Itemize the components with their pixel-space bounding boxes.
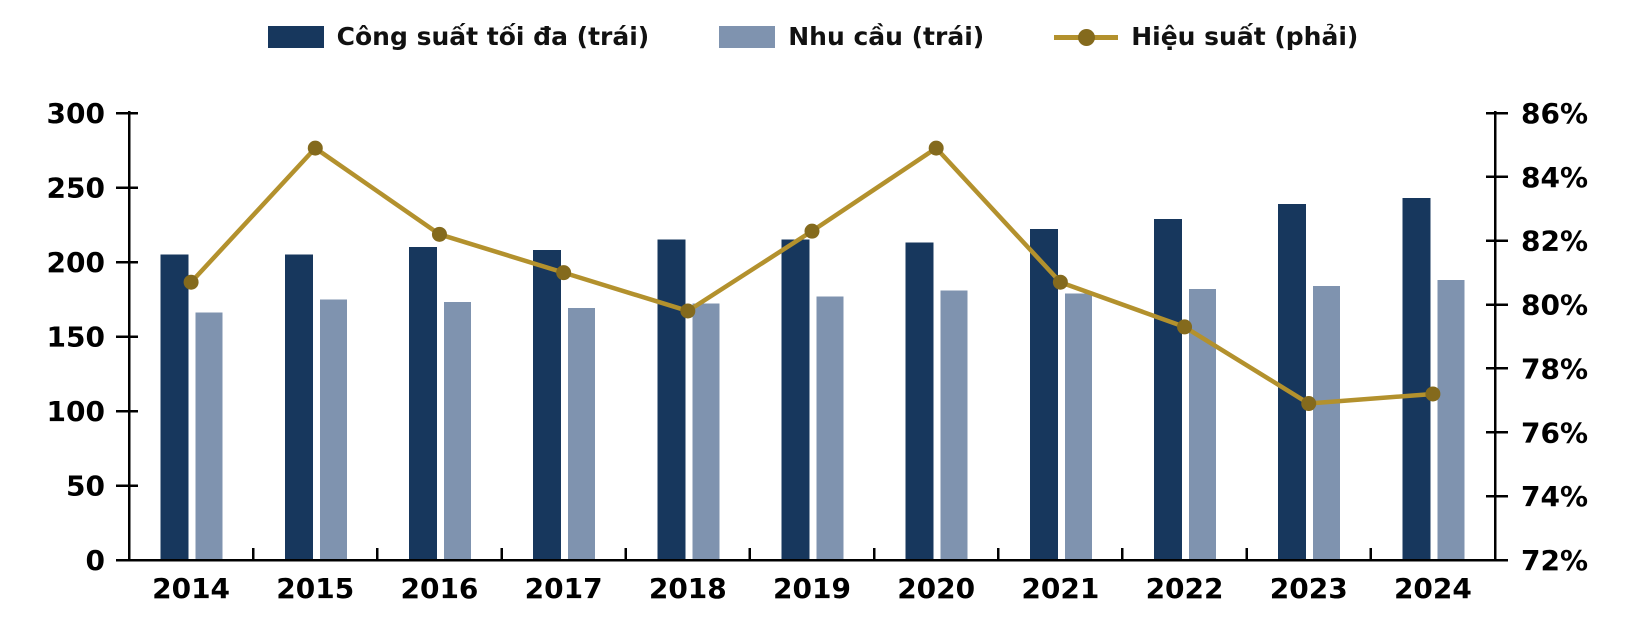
legend-label-demand: Nhu cầu (trái) [788, 22, 985, 51]
demand-bar-2017 [568, 308, 596, 560]
x-axis-year-label: 2017 [525, 572, 603, 605]
demand-swatch-icon [719, 25, 776, 48]
capacity-bar-2015 [284, 254, 313, 561]
demand-bar-2022 [1189, 288, 1217, 560]
capacity-bar-2019 [781, 239, 810, 560]
efficiency-marker-2018 [680, 303, 696, 319]
x-axis-year-label: 2014 [152, 572, 230, 605]
demand-bar-2024 [1437, 279, 1465, 560]
left-axis-tick-label: 0 [86, 544, 105, 577]
efficiency-marker-2022 [1177, 319, 1193, 335]
left-axis-tick-label: 300 [47, 97, 105, 130]
legend-item-efficiency: Hiệu suất (phải) [1054, 22, 1358, 51]
right-axis-tick-label: 80% [1521, 289, 1588, 322]
left-axis-tick-label: 250 [47, 172, 105, 205]
efficiency-marker-2016 [431, 226, 447, 242]
right-axis-tick-label: 82% [1521, 225, 1588, 258]
capacity-bar-2014 [160, 254, 189, 561]
legend-item-capacity: Công suất tối đa (trái) [267, 22, 650, 51]
capacity-bar-2022 [1154, 218, 1183, 561]
efficiency-line [188, 145, 1436, 406]
capacity-bar-2020 [905, 242, 934, 560]
capacity-bar-2018 [657, 239, 686, 560]
capacity-bar-2016 [408, 247, 437, 560]
left-axis-tick-label: 50 [66, 470, 105, 503]
x-axis-year-label: 2021 [1021, 572, 1099, 605]
demand-bar-2023 [1313, 285, 1341, 560]
right-axis-tick-label: 78% [1521, 352, 1588, 385]
efficiency-marker-2021 [1052, 274, 1068, 290]
efficiency-marker-2020 [928, 140, 944, 156]
right-axis-tick-label: 76% [1521, 416, 1588, 449]
efficiency-swatch-icon [1054, 26, 1119, 48]
demand-bar-2019 [816, 296, 844, 560]
capacity-bar-2017 [533, 250, 562, 560]
capacity-swatch-icon [267, 25, 324, 48]
demand-bar-2015 [319, 299, 347, 560]
left-axis-tick-label: 100 [47, 395, 105, 428]
efficiency-marker-2023 [1301, 396, 1317, 412]
chart-legend: Công suất tối đa (trái) Nhu cầu (trái) H… [0, 22, 1626, 51]
efficiency-marker-2017 [556, 265, 572, 281]
demand-bar-2018 [692, 303, 720, 560]
legend-label-capacity: Công suất tối đa (trái) [336, 22, 650, 51]
x-axis-year-label: 2016 [400, 572, 478, 605]
legend-item-demand: Nhu cầu (trái) [719, 22, 984, 51]
x-axis-year-label: 2023 [1270, 572, 1348, 605]
legend-label-efficiency: Hiệu suất (phải) [1131, 22, 1359, 51]
x-axis-year-label: 2024 [1394, 572, 1472, 605]
demand-bar-2016 [443, 302, 471, 560]
x-axis-year-label: 2022 [1146, 572, 1224, 605]
right-axis-tick-label: 86% [1521, 97, 1588, 130]
left-axis-tick-label: 200 [47, 246, 105, 279]
efficiency-swatch-dot [1078, 28, 1096, 46]
efficiency-marker-2015 [307, 140, 323, 156]
capacity-bar-2024 [1402, 197, 1431, 560]
efficiency-marker-2019 [804, 223, 820, 239]
efficiency-marker-2024 [1425, 386, 1441, 402]
efficiency-marker-2014 [183, 274, 199, 290]
demand-bar-2020 [940, 290, 968, 560]
right-axis-tick-label: 74% [1521, 480, 1588, 513]
right-axis-tick-label: 84% [1521, 161, 1588, 194]
capacity-bar-2021 [1029, 229, 1058, 560]
demand-bar-2014 [195, 312, 223, 560]
demand-bar-2021 [1064, 293, 1092, 560]
x-axis-year-label: 2020 [897, 572, 975, 605]
capacity-bar-2023 [1278, 203, 1307, 560]
left-axis-tick-label: 150 [47, 321, 105, 354]
x-axis-year-label: 2019 [773, 572, 851, 605]
right-axis-tick-label: 72% [1521, 544, 1588, 577]
x-axis-year-label: 2015 [276, 572, 354, 605]
x-axis-year-label: 2018 [649, 572, 727, 605]
